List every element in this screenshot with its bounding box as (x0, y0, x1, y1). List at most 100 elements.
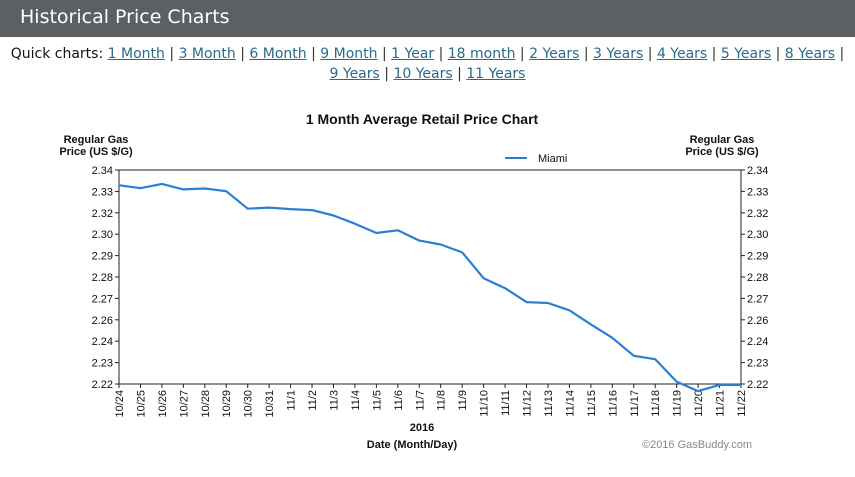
x-tick-label: 10/28 (200, 390, 212, 418)
link-separator: | (707, 46, 721, 62)
data-point (246, 207, 249, 210)
quick-link-4-years[interactable]: 4 Years (656, 46, 708, 62)
y-tick-label-left: 2.30 (92, 229, 113, 241)
data-point (547, 302, 549, 304)
y-tick-label-left: 2.29 (92, 251, 113, 263)
link-separator: | (452, 66, 467, 82)
y-axis-label-left: Regular Gas (64, 134, 129, 146)
data-point (611, 337, 614, 339)
plot-area (118, 169, 742, 385)
y-tick-label-right: 2.30 (747, 229, 768, 241)
x-tick-label: 10/25 (135, 390, 147, 418)
data-point (289, 208, 292, 210)
quick-link-8-years[interactable]: 8 Years (784, 46, 836, 62)
data-point (268, 206, 270, 209)
y-tick-label-left: 2.33 (92, 186, 113, 198)
data-point (332, 214, 335, 217)
link-separator: | (643, 46, 657, 62)
link-separator: | (306, 46, 321, 62)
x-tick-label: 10/27 (178, 390, 190, 418)
x-tick-label: 11/8 (436, 390, 448, 411)
data-point (461, 251, 463, 254)
x-tick-label: 11/5 (371, 390, 383, 411)
quick-link-1-year[interactable]: 1 Year (391, 46, 435, 62)
quick-link-1-month[interactable]: 1 Month (107, 46, 165, 62)
data-point (118, 184, 120, 186)
x-tick-label: 11/10 (479, 390, 491, 417)
quick-link-9-years[interactable]: 9 Years (329, 66, 380, 82)
link-separator: | (434, 46, 448, 62)
y-tick-label-right: 2.32 (747, 208, 768, 220)
x-tick-label: 11/9 (457, 390, 469, 411)
y-tick-label-left: 2.22 (92, 379, 113, 391)
x-tick-label: 11/3 (328, 390, 340, 411)
data-point (697, 390, 699, 392)
x-tick-label: 11/18 (650, 390, 662, 417)
x-tick-label: 11/12 (522, 390, 534, 417)
x-tick-label: 10/30 (243, 390, 255, 418)
y-tick-label-right: 2.24 (747, 336, 768, 348)
y-axis-label-left: Price (US $/G) (59, 146, 133, 158)
data-point (568, 309, 571, 312)
x-tick-label: 11/16 (607, 390, 619, 417)
series-line-miami (118, 182, 741, 393)
x-tick-label: 10/24 (114, 390, 126, 418)
x-tick-label: 10/31 (264, 390, 276, 418)
quick-link-9-month[interactable]: 9 Month (320, 46, 378, 62)
y-tick-label-right: 2.26 (747, 315, 768, 327)
y-tick-label-left: 2.34 (92, 165, 113, 177)
y-axis-label-right: Regular Gas (690, 134, 755, 146)
quick-link-3-years[interactable]: 3 Years (593, 46, 644, 62)
data-point (225, 190, 228, 193)
link-separator: | (579, 46, 594, 62)
x-tick-label: 11/4 (350, 390, 362, 411)
data-point (590, 323, 592, 326)
data-point (397, 229, 399, 232)
quick-link-11-years[interactable]: 11 Years (466, 66, 526, 82)
data-point (718, 384, 721, 386)
x-axis-label: Date (Month/Day) (367, 439, 458, 451)
y-tick-label-left: 2.32 (92, 208, 113, 220)
data-point (354, 222, 356, 225)
link-separator: | (771, 46, 785, 62)
quick-link-18-month[interactable]: 18 month (447, 46, 516, 62)
x-tick-label: 10/26 (157, 390, 169, 418)
link-separator: | (379, 66, 394, 82)
quick-link-10-years[interactable]: 10 Years (393, 66, 453, 82)
data-point (525, 301, 528, 303)
data-point (654, 358, 657, 361)
x-tick-label: 11/19 (672, 390, 684, 417)
legend-label: Miami (538, 153, 567, 165)
data-point (504, 287, 506, 290)
data-point (161, 183, 163, 185)
y-tick-label-left: 2.23 (92, 358, 113, 370)
page-title: Historical Price Charts (20, 6, 230, 28)
quick-link-2-years[interactable]: 2 Years (529, 46, 580, 62)
y-tick-label-left: 2.26 (92, 315, 113, 327)
y-tick-label-right: 2.22 (747, 379, 768, 391)
data-point (740, 384, 742, 386)
y-tick-label-left: 2.24 (92, 336, 113, 348)
y-tick-label-right: 2.28 (747, 272, 768, 284)
data-point (418, 239, 421, 242)
page-header: Historical Price Charts (0, 0, 855, 37)
data-point (632, 355, 635, 357)
quick-link-5-years[interactable]: 5 Years (720, 46, 772, 62)
x-tick-label: 11/1 (286, 390, 298, 411)
data-point (439, 243, 442, 246)
data-point (375, 232, 378, 234)
link-separator: | (835, 46, 845, 62)
x-tick-label: 11/6 (393, 390, 405, 411)
data-point (182, 188, 185, 191)
x-tick-label: 11/20 (693, 390, 705, 417)
x-tick-label: 11/15 (586, 390, 598, 417)
quick-link-6-month[interactable]: 6 Month (249, 46, 307, 62)
x-tick-label: 11/17 (629, 390, 641, 417)
quick-charts-bar: Quick charts: 1 Month | 3 Month | 6 Mont… (8, 44, 847, 84)
data-point (482, 277, 485, 280)
quick-link-3-month[interactable]: 3 Month (178, 46, 236, 62)
x-axis-year: 2016 (410, 422, 434, 434)
y-tick-label-right: 2.33 (747, 186, 768, 198)
y-tick-label-right: 2.27 (747, 293, 768, 305)
link-separator: | (377, 46, 392, 62)
